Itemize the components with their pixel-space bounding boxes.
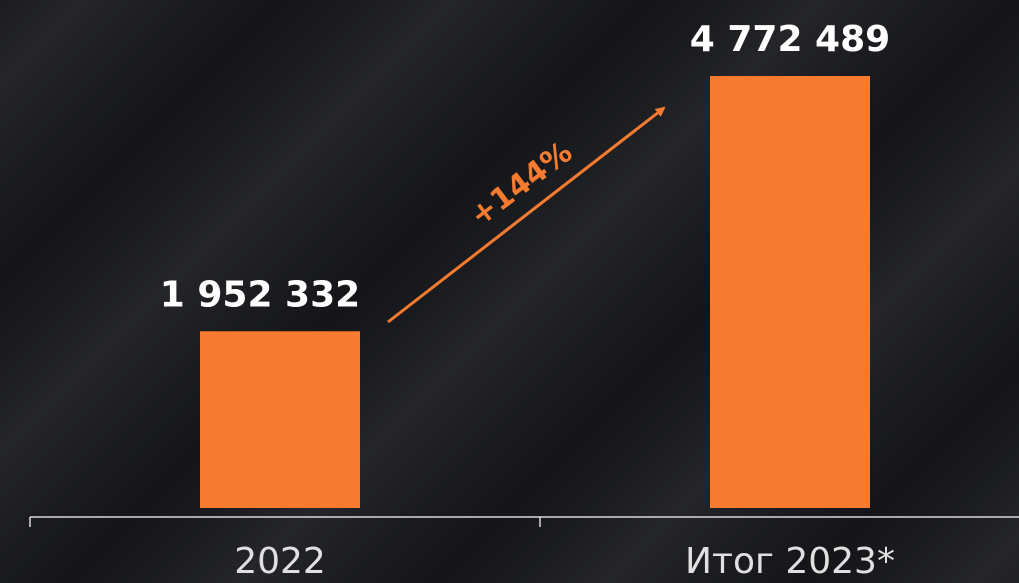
bar	[200, 331, 360, 508]
growth-arrow	[387, 106, 666, 324]
x-tick-label: Итог 2023*	[685, 541, 895, 582]
value-label: 1 952 332	[160, 274, 360, 315]
bar	[710, 76, 870, 508]
value-label: 4 772 489	[690, 19, 890, 60]
x-tick-label: 2022	[234, 541, 326, 582]
